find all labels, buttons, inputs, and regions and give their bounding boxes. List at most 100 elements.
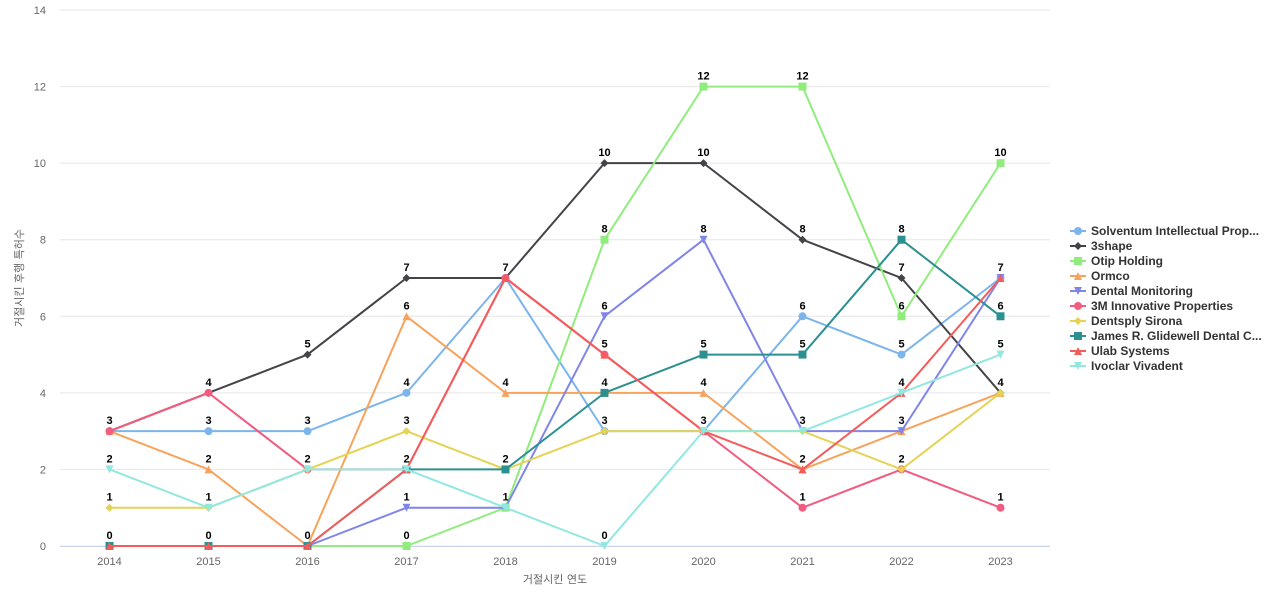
data-point-marker (402, 388, 411, 397)
legend-item[interactable]: Dental Monitoring (1070, 284, 1193, 298)
legend-label: 3M Innovative Properties (1091, 299, 1233, 313)
data-point-marker (105, 427, 114, 436)
data-label: 3 (205, 415, 211, 427)
series-line (108, 162, 1002, 433)
data-label: 3 (304, 415, 310, 427)
data-point-marker (1074, 317, 1082, 325)
data-point-marker (996, 503, 1005, 512)
data-point-marker (204, 503, 213, 512)
data-label: 4 (898, 377, 905, 389)
data-label: 12 (697, 71, 709, 83)
data-point-marker (1074, 242, 1082, 250)
data-point-marker (501, 274, 510, 282)
data-label: 5 (799, 339, 805, 351)
data-point-marker (897, 350, 906, 359)
legend-item[interactable]: Solventum Intellectual Prop... (1070, 224, 1259, 238)
legend-item[interactable]: Otip Holding (1070, 254, 1163, 268)
data-point-marker (996, 312, 1005, 321)
legend-item[interactable]: James R. Glidewell Dental C... (1070, 329, 1262, 343)
legend: Solventum Intellectual Prop...3shapeOtip… (1070, 224, 1262, 373)
data-label: 0 (205, 530, 211, 542)
data-point-marker (1074, 287, 1082, 295)
data-point-marker (402, 427, 411, 436)
x-tick-label: 2014 (97, 556, 121, 568)
x-tick-label: 2015 (196, 556, 220, 568)
data-label: 3 (106, 415, 112, 427)
legend-label: Ulab Systems (1091, 344, 1170, 358)
data-label: 3 (799, 415, 805, 427)
y-tick-label: 2 (40, 464, 46, 476)
legend-item[interactable]: Dentsply Sirona (1070, 314, 1183, 328)
x-tick-label: 2017 (394, 556, 418, 568)
data-point-marker (204, 465, 213, 474)
series-line (108, 277, 1002, 547)
data-point-marker (798, 235, 807, 244)
data-label: 0 (601, 530, 607, 542)
data-point-marker (105, 503, 114, 512)
x-tick-label: 2020 (691, 556, 715, 568)
y-axis-title: 거절시킨 후행 특허수 (13, 229, 26, 327)
data-label: 3 (403, 415, 409, 427)
data-label: 6 (898, 300, 904, 312)
series-lines (105, 82, 1005, 550)
x-axis-title: 거절시킨 연도 (523, 573, 587, 586)
data-label: 2 (403, 453, 409, 465)
data-point-marker (996, 274, 1005, 282)
data-point-marker (1074, 227, 1082, 235)
data-label: 6 (601, 300, 607, 312)
data-point-marker (897, 388, 906, 397)
legend-label: 3shape (1091, 239, 1133, 253)
data-label: 3 (898, 415, 904, 427)
data-point-marker (1074, 347, 1082, 355)
y-tick-label: 4 (40, 388, 46, 400)
x-tick-label: 2022 (889, 556, 913, 568)
data-point-marker (303, 542, 312, 550)
data-point-marker (798, 503, 807, 512)
data-point-marker (303, 465, 312, 474)
legend-item[interactable]: 3shape (1070, 239, 1133, 253)
data-label: 2 (205, 453, 211, 465)
legend-item[interactable]: 3M Innovative Properties (1070, 299, 1233, 313)
y-tick-label: 12 (34, 82, 46, 94)
y-tick-label: 6 (40, 311, 46, 323)
data-label: 3 (700, 415, 706, 427)
data-point-marker (798, 82, 807, 91)
data-point-marker (699, 235, 708, 244)
data-point-marker (105, 542, 114, 550)
data-label: 1 (403, 492, 409, 504)
legend-item[interactable]: Ivoclar Vivadent (1070, 359, 1183, 373)
data-point-marker (996, 159, 1005, 168)
data-point-marker (798, 465, 807, 474)
data-point-marker (204, 388, 213, 397)
legend-item[interactable]: Ulab Systems (1070, 344, 1170, 358)
data-point-marker (501, 465, 510, 474)
y-tick-label: 10 (34, 158, 46, 170)
data-point-marker (798, 427, 807, 436)
data-label: 6 (997, 300, 1003, 312)
data-point-marker (1074, 272, 1082, 280)
data-label: 0 (304, 530, 310, 542)
data-point-marker (204, 542, 213, 550)
data-label: 5 (601, 339, 607, 351)
legend-item[interactable]: Ormco (1070, 269, 1130, 283)
series-line (108, 277, 1002, 433)
data-point-marker (699, 427, 708, 436)
data-label: 6 (799, 300, 805, 312)
data-point-marker (402, 542, 411, 550)
data-point-marker (303, 350, 312, 359)
data-point-marker (798, 350, 807, 359)
data-point-marker (402, 503, 411, 512)
data-label: 4 (205, 377, 212, 389)
data-label: 5 (304, 339, 310, 351)
data-label: 8 (601, 224, 607, 236)
data-label: 2 (502, 453, 508, 465)
data-label: 2 (106, 453, 112, 465)
data-point-marker (996, 388, 1005, 397)
data-label: 7 (997, 262, 1003, 274)
data-label: 4 (502, 377, 509, 389)
data-label: 4 (997, 377, 1004, 389)
data-label: 4 (601, 377, 608, 389)
data-label: 3 (601, 415, 607, 427)
data-point-marker (402, 465, 411, 474)
